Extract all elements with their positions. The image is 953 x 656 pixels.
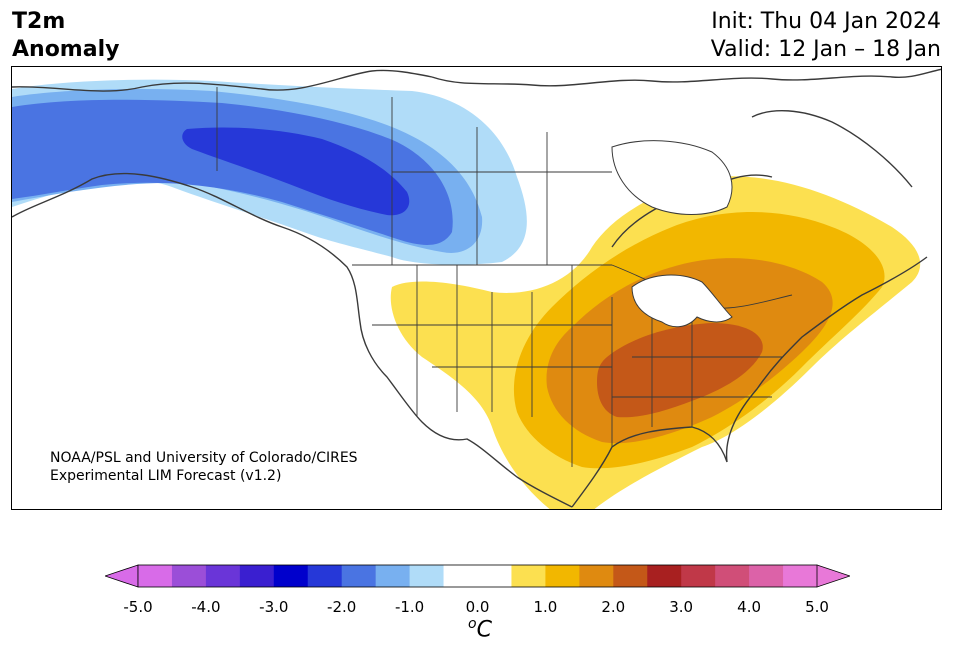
title-line-2: Anomaly xyxy=(12,37,120,62)
water-bodies xyxy=(611,140,733,328)
colorbar-swatch xyxy=(273,565,309,587)
colorbar-swatch xyxy=(647,565,682,587)
colorbar-tick-label: 3.0 xyxy=(669,598,694,616)
map-credit: NOAA/PSL and University of Colorado/CIRE… xyxy=(50,449,358,485)
colorbar-tick-label: 2.0 xyxy=(601,598,626,616)
map-panel: NOAA/PSL and University of Colorado/CIRE… xyxy=(11,66,942,510)
colorbar-tick-label: -1.0 xyxy=(394,598,425,616)
anomaly-map xyxy=(12,68,941,509)
colorbar-swatch xyxy=(138,565,173,587)
map-title: T2m Anomaly xyxy=(12,8,119,64)
colorbar-swatch xyxy=(477,565,512,587)
colorbar-unit: oC xyxy=(468,616,492,643)
colorbar-swatch xyxy=(409,565,445,587)
credit-line-2: Experimental LIM Forecast (v1.2) xyxy=(50,468,282,484)
colorbar-swatch xyxy=(613,565,648,587)
colorbar-swatch xyxy=(341,565,377,587)
colorbar-swatch xyxy=(579,565,614,587)
colorbar-swatch xyxy=(681,565,716,587)
colorbar-swatch xyxy=(375,565,411,587)
credit-line-1: NOAA/PSL and University of Colorado/CIRE… xyxy=(50,450,358,466)
colorbar-tick-label: -3.0 xyxy=(259,598,289,616)
forecast-dates: Init: Thu 04 Jan 2024 Valid: 12 Jan – 18… xyxy=(711,8,941,64)
colorbar-tick-label: -2.0 xyxy=(327,598,357,616)
warm-anomaly-core xyxy=(597,323,763,418)
colorbar-tick-label: 1.0 xyxy=(533,598,558,616)
colorbar-under-arrow xyxy=(105,564,139,588)
cold-anomaly-strong xyxy=(12,99,453,245)
title-line-1: T2m xyxy=(12,9,66,34)
colorbar-tick-label: -4.0 xyxy=(191,598,221,616)
colorbar-swatch xyxy=(545,565,580,587)
colorbar-swatch xyxy=(783,565,818,587)
hudson-bay xyxy=(611,140,733,215)
cold-anomaly-core xyxy=(182,127,410,216)
colorbar xyxy=(105,564,850,588)
colorbar-tick-label: -5.0 xyxy=(123,598,153,616)
colorbar-frame xyxy=(137,564,818,588)
colorbar-swatch xyxy=(715,565,750,587)
colorbar-swatch xyxy=(205,565,241,587)
colorbar-tick-label: 0.0 xyxy=(465,598,490,616)
colorbar-swatch xyxy=(511,565,546,587)
colorbar-swatch xyxy=(307,565,343,587)
colorbar-swatch xyxy=(171,565,207,587)
colorbar-over-arrow xyxy=(816,564,850,588)
colorbar-swatch xyxy=(749,565,784,587)
great-lakes xyxy=(631,274,733,328)
valid-date: Valid: 12 Jan – 18 Jan xyxy=(710,37,941,62)
colorbar-swatch xyxy=(239,565,275,587)
colorbar-tick-label: 5.0 xyxy=(805,598,829,616)
init-date: Init: Thu 04 Jan 2024 xyxy=(711,9,941,34)
colorbar-swatch xyxy=(443,565,478,587)
colorbar-tick-label: 4.0 xyxy=(737,598,762,616)
